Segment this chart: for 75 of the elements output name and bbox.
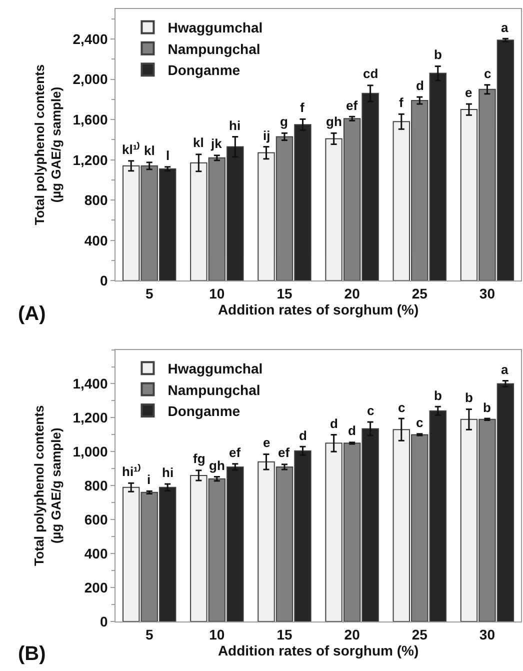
data-label: ef [346,98,358,113]
x-tick-label: 10 [209,285,225,302]
data-label: hi [162,465,174,480]
data-label: hi¹⁾ [122,463,141,479]
data-label: kl¹⁾ [122,141,140,157]
data-label: f [399,95,404,110]
data-label: hi [229,118,241,133]
y-axis-title: Total polyphenol contents (µg GAE/g sample) [32,64,64,226]
data-label: l [166,148,170,163]
data-label: e [465,85,472,100]
data-label: c [416,415,424,430]
y-tick-label: 400 [84,545,108,562]
y-tick-label: 2,400 [72,30,108,47]
data-label: cd [363,66,378,81]
legend-label: Hwaggumchal [168,360,263,377]
data-label: c [367,403,374,418]
data-label: kl [144,143,155,158]
data-label: a [501,20,509,35]
y-tick-label: 200 [84,579,108,596]
y-tick-label: 0 [100,272,108,289]
legend-label: Nampungchal [168,382,260,398]
x-tick-label: 25 [412,285,428,302]
x-tick-label: 25 [412,626,428,642]
text: (A) [18,303,46,325]
data-label: fg [193,451,206,466]
data-label: c [398,400,406,415]
data-label: a [501,362,509,377]
legend-label: Donganme [168,402,240,419]
y-tick-label: 2,000 [72,71,108,88]
data-label: d [416,78,424,93]
data-label: c [484,66,492,81]
x-tick-label: 5 [145,285,154,302]
text: (B) [18,643,46,665]
data-label: kl [193,135,204,150]
y-tick-label: 800 [84,478,108,494]
y-axis-title: Total polyphenol contents (µg GAE/g sample) [32,405,64,566]
y-tick-label: 1,000 [72,444,108,460]
x-axis-title: Addition rates of sorghum (%) [218,301,419,318]
y-tick-label: 800 [84,192,108,208]
x-tick-label: 15 [276,626,292,642]
y-tick-label: 600 [84,512,108,528]
data-label: g [280,114,288,129]
x-tick-label: 20 [344,626,360,642]
data-label: gh [326,114,342,129]
y-tick-label: 0 [100,613,108,630]
data-label: b [465,390,473,405]
data-label: d [348,423,356,438]
data-label: b [434,47,442,62]
data-label: f [300,100,305,115]
data-label: e [263,435,270,450]
data-label: gh [209,458,225,473]
data-label: b [483,400,491,415]
data-label: d [299,428,307,443]
x-tick-label: 30 [479,626,496,642]
data-label: ef [229,445,242,460]
data-label: b [434,388,442,403]
x-tick-label: 10 [209,626,225,642]
y-tick-label: 1,200 [72,152,108,168]
legend-label: Nampungchal [168,40,260,57]
x-tick-label: 15 [276,285,292,302]
legend-label: Donganme [168,62,240,78]
y-tick-label: 1,600 [72,111,108,128]
data-label: d [330,416,338,431]
x-tick-label: 30 [479,285,496,302]
y-tick-label: 400 [84,232,108,248]
data-label: ij [263,128,270,143]
legend-label: Hwaggumchal [168,20,263,36]
y-tick-label: 1,400 [72,376,108,392]
x-axis-title: Addition rates of sorghum (%) [218,642,419,658]
x-tick-label: 20 [344,285,360,302]
x-tick-label: 5 [145,626,154,642]
data-label: ef [278,445,290,460]
data-label: jk [210,136,223,151]
data-label: i [147,472,151,487]
y-tick-label: 1,200 [72,410,108,426]
